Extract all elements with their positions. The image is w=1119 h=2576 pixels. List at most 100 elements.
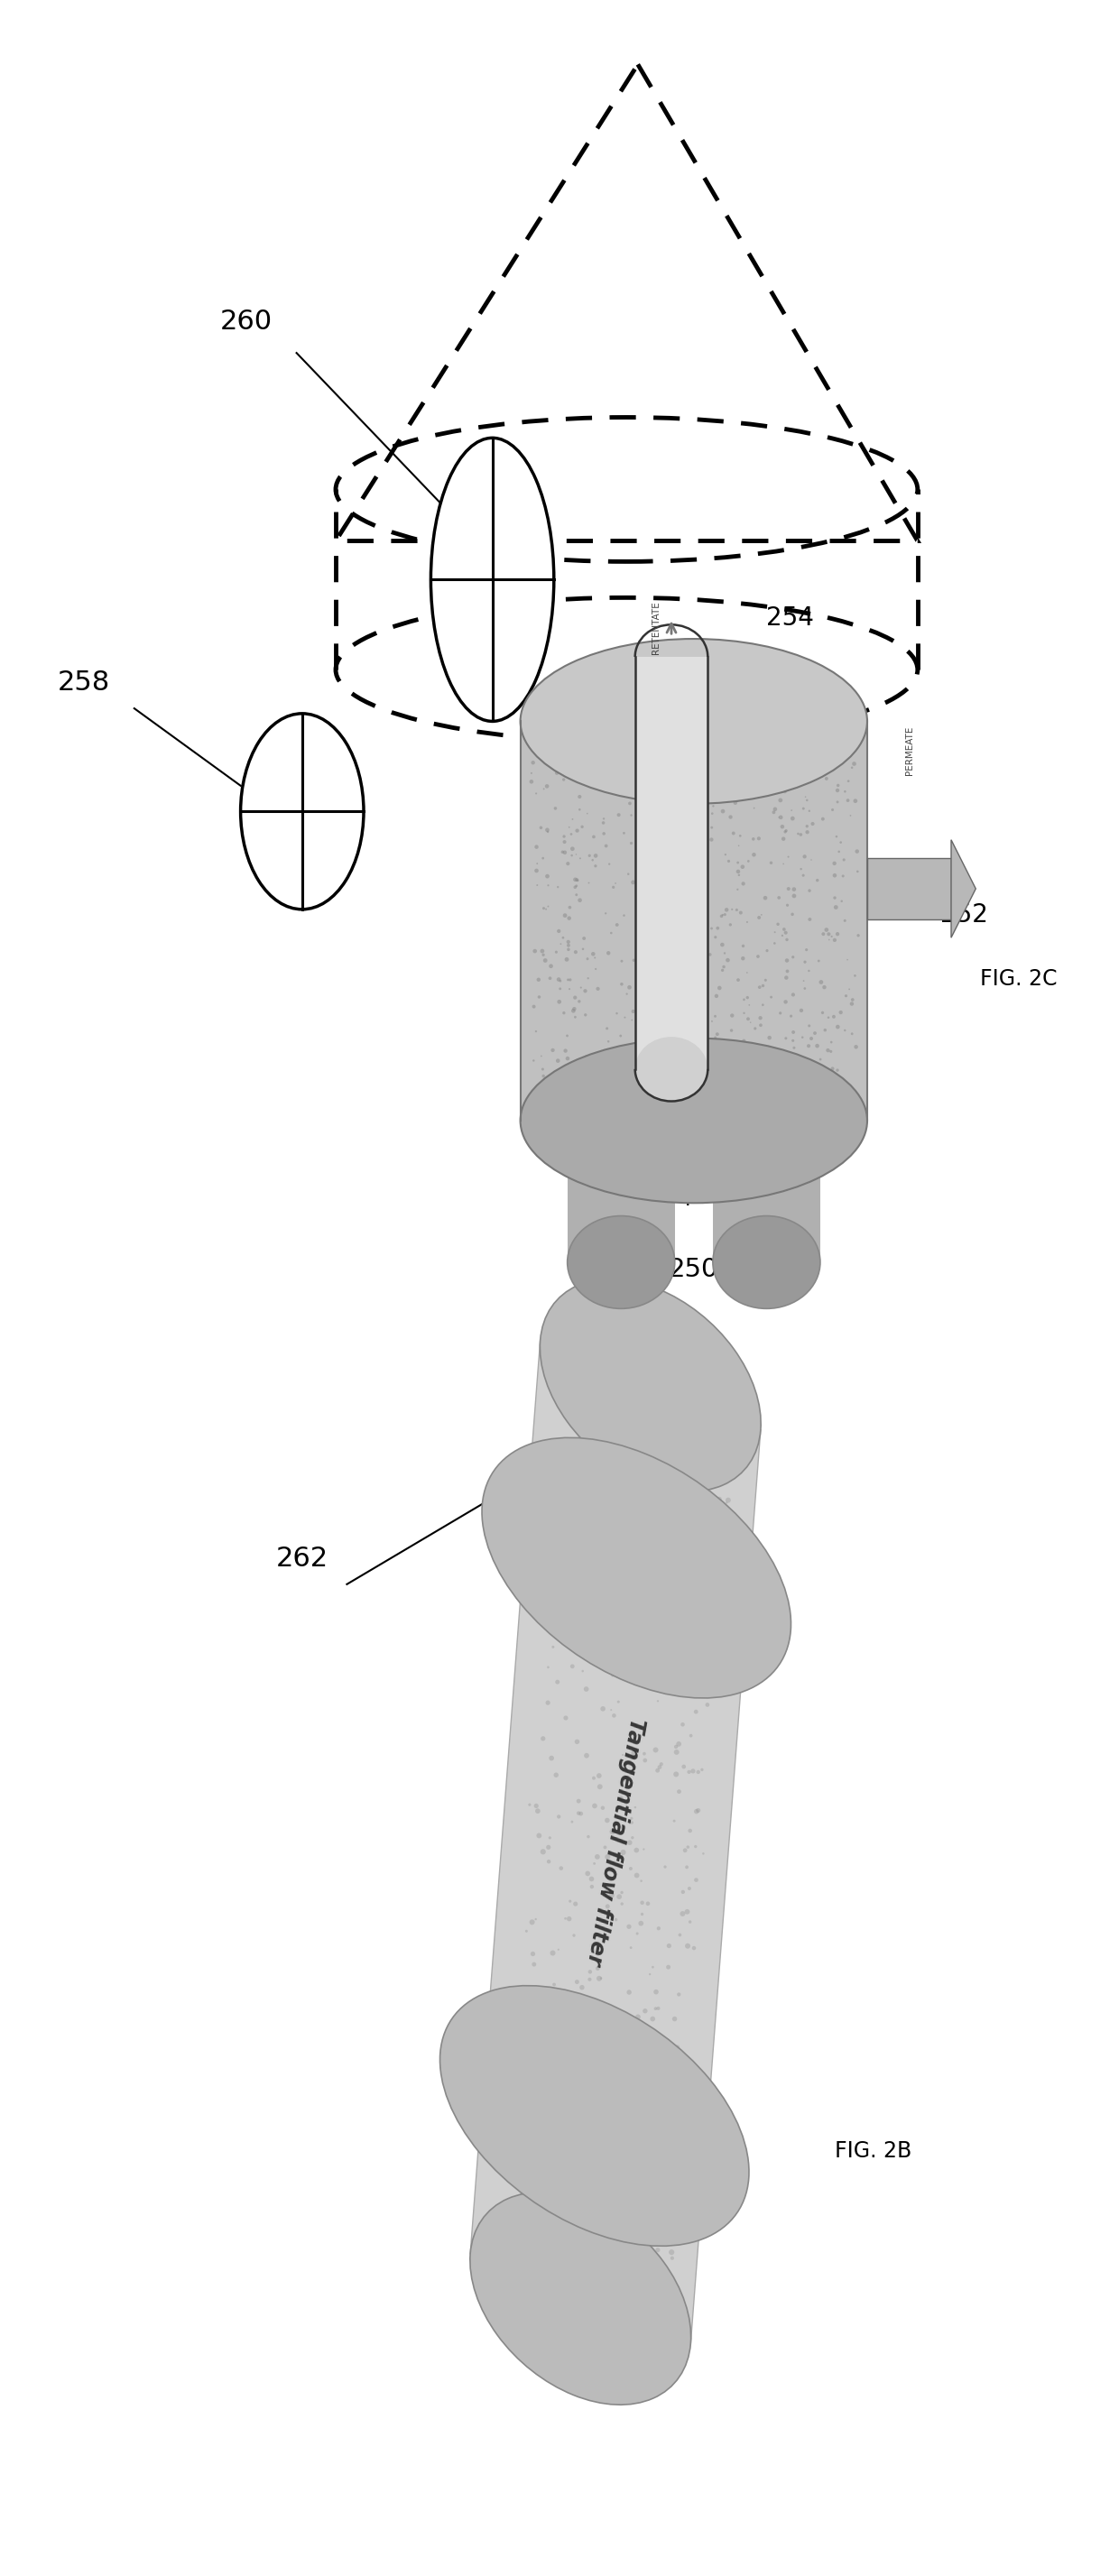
Point bbox=[565, 1914, 583, 1955]
Point bbox=[686, 969, 704, 1010]
Point bbox=[590, 2202, 608, 2244]
Point bbox=[615, 997, 633, 1038]
Point bbox=[632, 1473, 650, 1515]
Point bbox=[688, 1659, 706, 1700]
Point bbox=[695, 1834, 713, 1875]
Point bbox=[686, 1641, 704, 1682]
Point bbox=[630, 1406, 648, 1448]
Point bbox=[658, 760, 676, 801]
Point bbox=[648, 2210, 666, 2251]
Point bbox=[814, 992, 831, 1033]
Point bbox=[555, 1056, 573, 1097]
Point bbox=[650, 1747, 668, 1788]
Point bbox=[567, 1061, 585, 1103]
Point bbox=[613, 963, 631, 1005]
Point bbox=[526, 2128, 544, 2169]
Point bbox=[764, 791, 782, 832]
Point bbox=[674, 1656, 692, 1698]
Point bbox=[666, 979, 684, 1020]
Point bbox=[814, 799, 831, 840]
Point bbox=[683, 799, 700, 840]
Point bbox=[745, 835, 763, 876]
Point bbox=[774, 719, 792, 760]
Point bbox=[609, 1079, 627, 1121]
Point bbox=[580, 1388, 598, 1430]
Point bbox=[564, 1358, 582, 1399]
Point bbox=[778, 809, 796, 850]
Point bbox=[580, 1051, 598, 1092]
Point bbox=[621, 1821, 639, 1862]
Point bbox=[676, 1829, 694, 1870]
Point bbox=[513, 2223, 530, 2264]
Point bbox=[836, 1010, 854, 1051]
Point bbox=[602, 912, 620, 953]
Point bbox=[689, 1025, 707, 1066]
Point bbox=[623, 1816, 641, 1857]
Point bbox=[670, 1610, 688, 1651]
Point bbox=[680, 1752, 698, 1793]
Point bbox=[780, 868, 798, 909]
Point bbox=[819, 1030, 837, 1072]
Point bbox=[618, 974, 636, 1015]
Point bbox=[653, 1476, 671, 1517]
Point bbox=[664, 2239, 681, 2280]
Point bbox=[590, 1430, 608, 1471]
Point bbox=[646, 966, 664, 1007]
Point bbox=[506, 2027, 524, 2069]
Point bbox=[555, 817, 573, 858]
Point bbox=[752, 894, 770, 935]
Point bbox=[594, 801, 612, 842]
Point bbox=[577, 1669, 595, 1710]
Point bbox=[552, 2228, 570, 2269]
Point bbox=[564, 2081, 582, 2123]
Point bbox=[596, 1376, 614, 1417]
Point bbox=[579, 2192, 596, 2233]
Point bbox=[571, 1077, 589, 1118]
Point bbox=[650, 1909, 668, 1950]
Point bbox=[623, 2244, 641, 2285]
Point bbox=[801, 899, 819, 940]
Point bbox=[730, 958, 747, 999]
Point bbox=[609, 1077, 627, 1118]
Point bbox=[612, 1383, 630, 1425]
Point bbox=[797, 747, 815, 788]
Point bbox=[664, 1636, 681, 1677]
Point bbox=[523, 1901, 540, 1942]
Point bbox=[655, 873, 673, 914]
Point bbox=[585, 1785, 603, 1826]
Point bbox=[786, 1028, 803, 1069]
Point bbox=[633, 1883, 651, 1924]
Point bbox=[819, 997, 837, 1038]
Point bbox=[734, 848, 752, 889]
Point bbox=[793, 1082, 811, 1123]
Point bbox=[605, 1695, 623, 1736]
Point bbox=[728, 842, 746, 884]
Point bbox=[665, 1801, 683, 1842]
Point bbox=[594, 1788, 612, 1829]
Point bbox=[665, 938, 683, 979]
Point bbox=[593, 1406, 611, 1448]
Point bbox=[592, 1958, 610, 1999]
Point bbox=[839, 760, 857, 801]
Point bbox=[643, 1947, 661, 1989]
Point bbox=[695, 935, 713, 976]
Point bbox=[604, 2120, 622, 2161]
Point bbox=[784, 974, 802, 1015]
Point bbox=[596, 1069, 614, 1110]
Point bbox=[619, 853, 637, 894]
Point bbox=[720, 1479, 737, 1520]
Point bbox=[690, 1538, 708, 1579]
Point bbox=[763, 752, 781, 793]
Point bbox=[645, 1030, 662, 1072]
Point bbox=[648, 1595, 666, 1636]
Point bbox=[547, 1754, 565, 1795]
Point bbox=[762, 842, 780, 884]
Point bbox=[744, 819, 762, 860]
Point bbox=[848, 850, 866, 891]
Point bbox=[715, 760, 733, 801]
Point bbox=[798, 781, 816, 822]
Point bbox=[798, 806, 816, 848]
Point bbox=[641, 719, 659, 760]
Point bbox=[544, 1625, 562, 1667]
Point bbox=[561, 1880, 579, 1922]
